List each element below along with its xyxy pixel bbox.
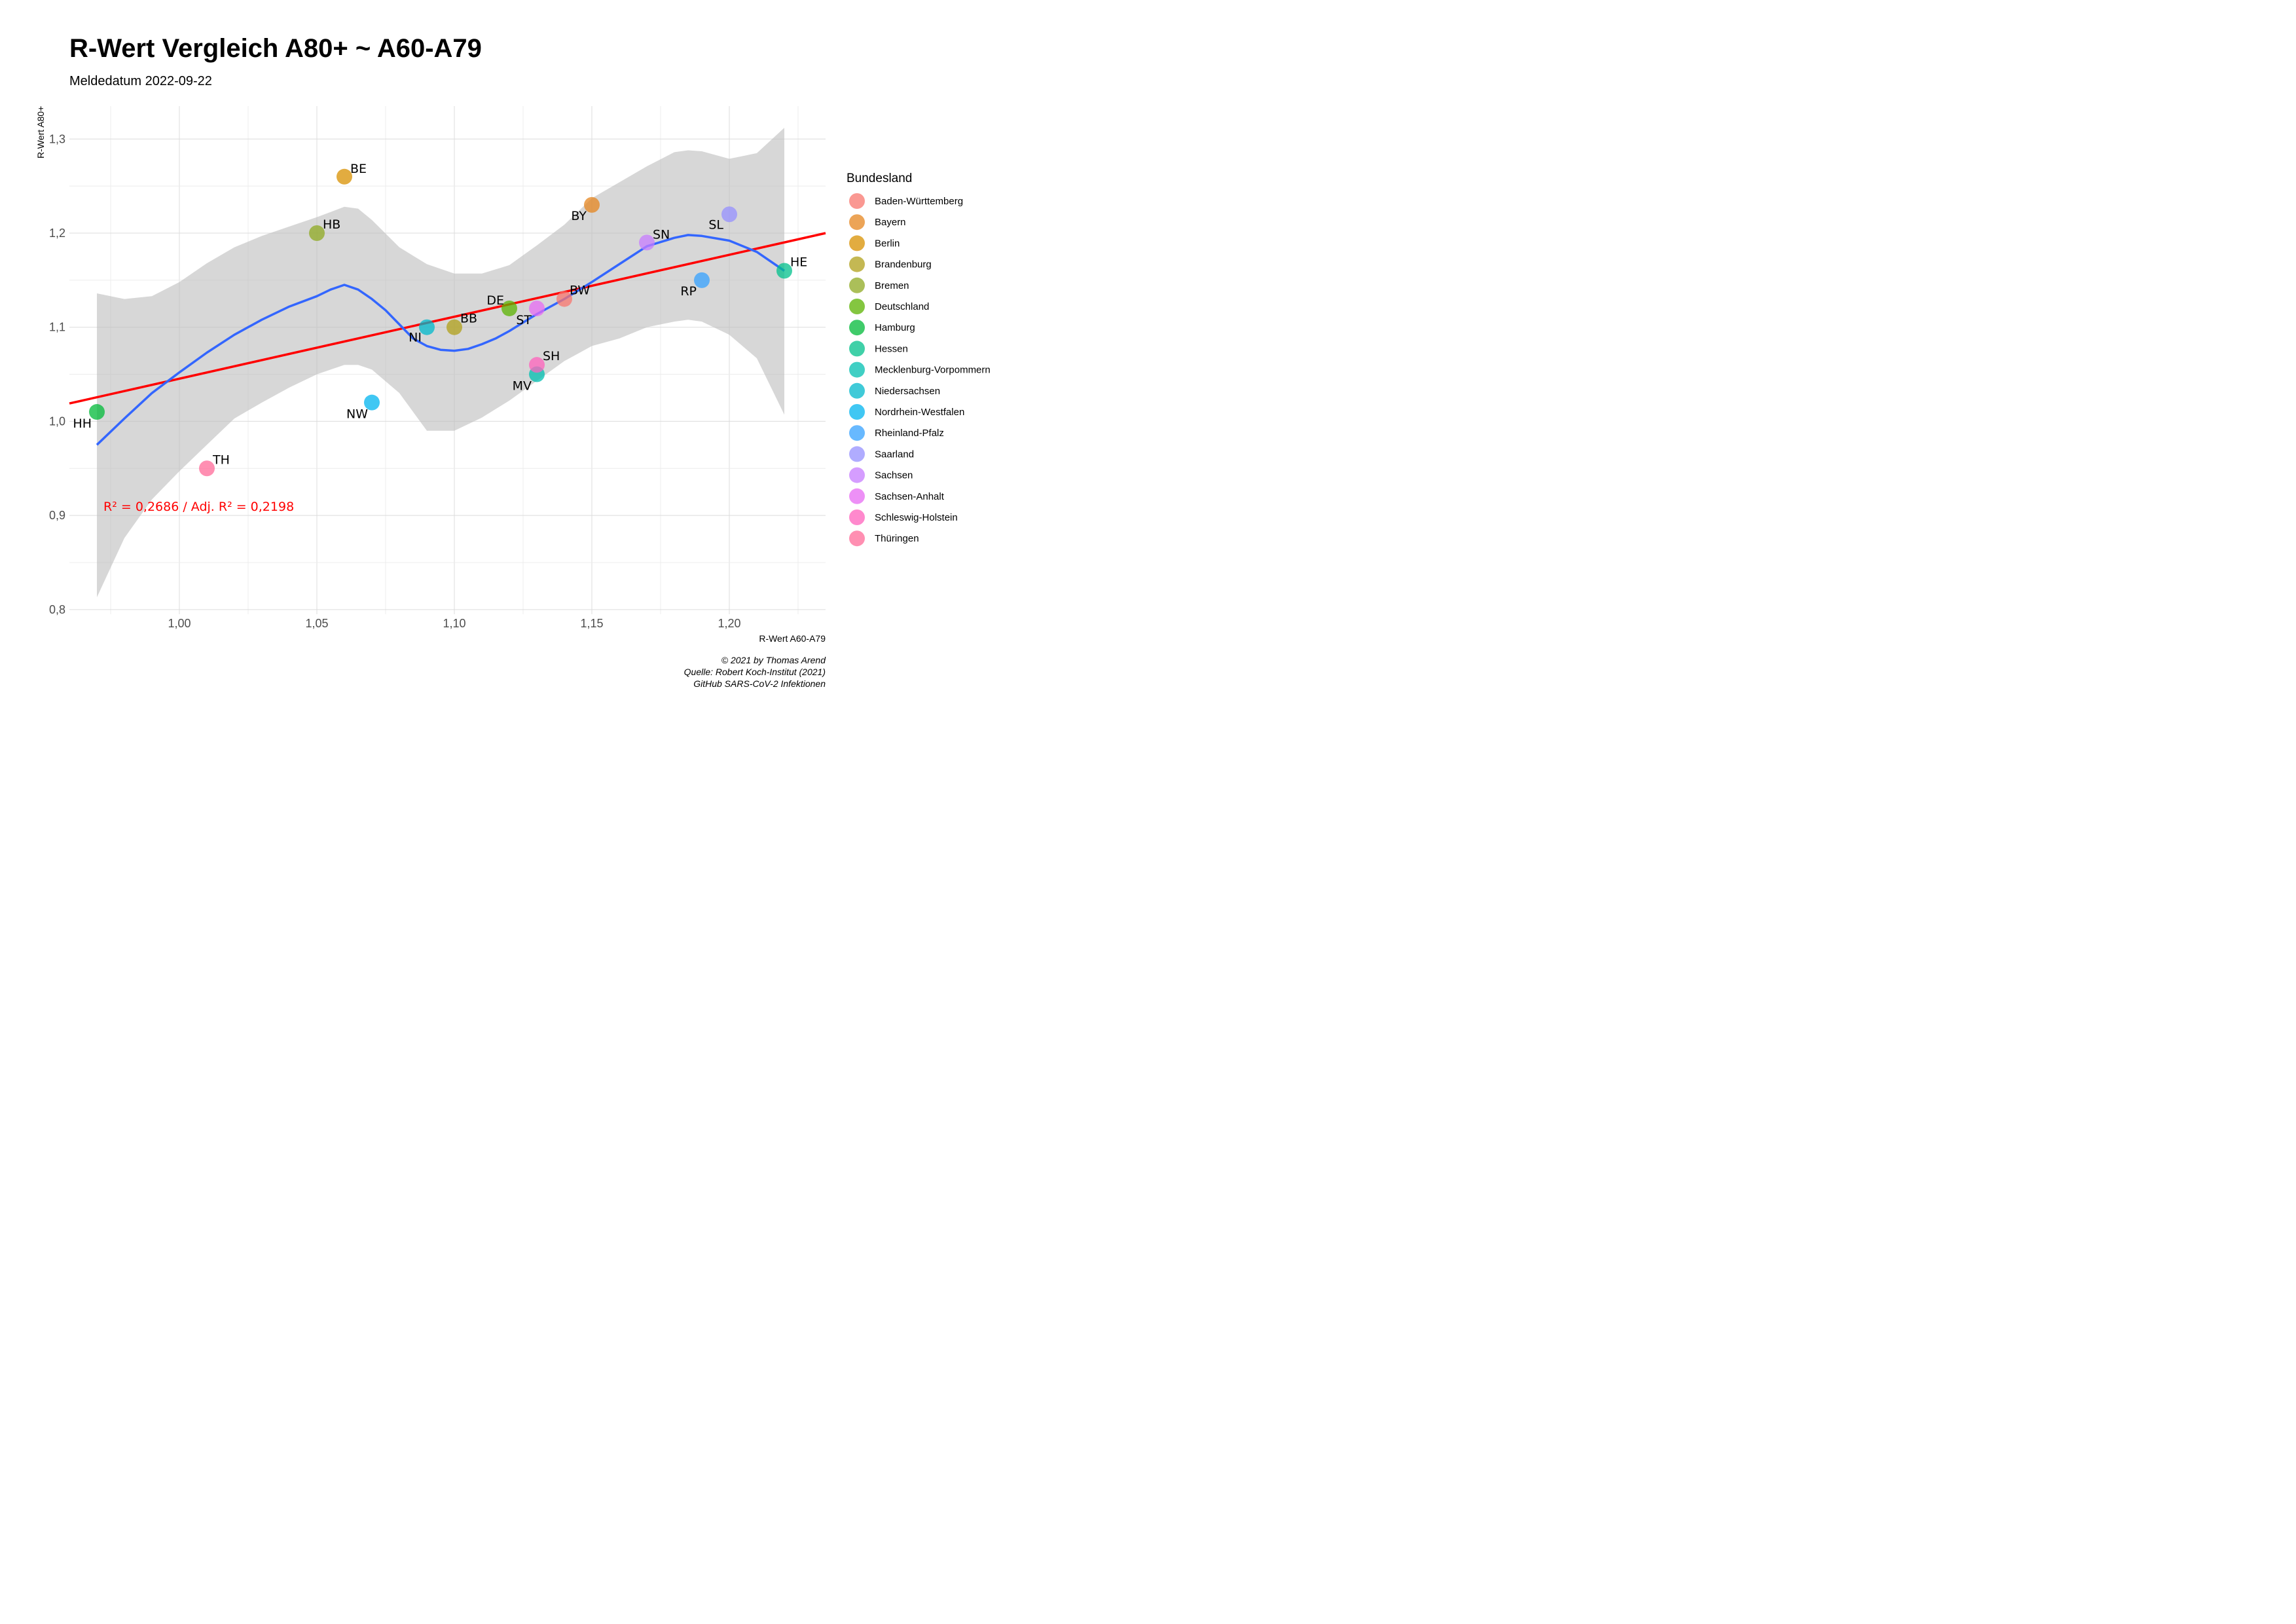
data-point-he bbox=[776, 263, 792, 279]
legend-key-rp bbox=[849, 425, 865, 441]
data-point-be bbox=[337, 168, 352, 185]
data-point-th bbox=[199, 460, 215, 477]
legend-key-mv bbox=[849, 361, 865, 378]
y-tick-label: 1,1 bbox=[49, 321, 65, 334]
legend-key-sn bbox=[849, 467, 865, 483]
chart-subtitle: Meldedatum 2022-09-22 bbox=[69, 74, 212, 88]
point-label-by: BY bbox=[571, 209, 587, 223]
legend-key-by bbox=[849, 214, 865, 231]
legend-key-be bbox=[849, 235, 865, 251]
legend-key-bb bbox=[849, 256, 865, 272]
x-axis-title: R-Wert A60-A79 bbox=[759, 633, 826, 644]
legend-key-he bbox=[849, 341, 865, 357]
point-label-be: BE bbox=[350, 162, 367, 176]
data-point-sl bbox=[721, 206, 737, 223]
data-point-by bbox=[584, 196, 600, 213]
legend-label-bb: Brandenburg bbox=[875, 259, 932, 270]
data-point-rp bbox=[694, 272, 710, 288]
point-label-bw: BW bbox=[570, 284, 590, 298]
point-label-hh: HH bbox=[73, 416, 92, 431]
point-label-sl: SL bbox=[708, 217, 723, 232]
y-tick-label: 1,2 bbox=[49, 227, 65, 240]
legend-key-ni bbox=[849, 382, 865, 399]
legend-label-nw: Nordrhein-Westfalen bbox=[875, 407, 964, 418]
point-label-ni: NI bbox=[409, 331, 422, 345]
caption-copyright: © 2021 by Thomas Arend bbox=[721, 655, 826, 665]
legend-label-he: Hessen bbox=[875, 343, 908, 354]
point-label-de: DE bbox=[486, 293, 504, 308]
legend-label-sl: Saarland bbox=[875, 449, 914, 460]
y-tick-label: 0,9 bbox=[49, 509, 65, 522]
legend-title: Bundesland bbox=[847, 172, 912, 185]
y-tick-label: 0,8 bbox=[49, 603, 65, 616]
data-points-layer bbox=[89, 168, 792, 477]
chart-title: R-Wert Vergleich A80+ ~ A60-A79 bbox=[69, 34, 482, 63]
point-label-th: TH bbox=[212, 452, 230, 467]
legend-label-mv: Mecklenburg-Vorpommern bbox=[875, 365, 991, 376]
confidence-band bbox=[97, 128, 784, 598]
trend-lines-layer bbox=[69, 232, 826, 446]
point-label-sh: SH bbox=[543, 349, 560, 363]
legend-label-by: Bayern bbox=[875, 217, 906, 228]
caption-github: GitHub SARS-CoV-2 Infektionen bbox=[693, 678, 826, 689]
point-label-mv: MV bbox=[513, 379, 532, 394]
r-squared-annotation: R² = 0,2686 / Adj. R² = 0,2198 bbox=[103, 500, 294, 514]
point-label-nw: NW bbox=[346, 407, 368, 422]
regression-line bbox=[69, 232, 826, 405]
data-point-ni bbox=[419, 319, 435, 335]
x-tick-label: 1,10 bbox=[443, 617, 465, 630]
legend-key-nw bbox=[849, 404, 865, 420]
legend-key-th bbox=[849, 530, 865, 547]
legend-label-ni: Niedersachsen bbox=[875, 386, 940, 397]
confidence-band-layer bbox=[97, 128, 784, 598]
point-label-sn: SN bbox=[653, 227, 670, 242]
legend-label-be: Berlin bbox=[875, 238, 900, 249]
x-tick-label: 1,20 bbox=[718, 617, 740, 630]
legend-key-hb bbox=[849, 277, 865, 293]
legend-label-hh: Hamburg bbox=[875, 322, 915, 333]
data-point-sn bbox=[639, 234, 655, 251]
axis-ticks-layer: 1,00 1,05 1,10 1,15 1,20 0,8 0,9 1,0 1,1 1,2 1,3 bbox=[49, 132, 741, 630]
legend-key-bw bbox=[849, 193, 865, 209]
legend-key-sh bbox=[849, 509, 865, 525]
legend: Bundesland Baden-Württemberg Bayern Berlin… bbox=[847, 172, 991, 547]
legend-label-hb: Bremen bbox=[875, 280, 909, 291]
legend-key-st bbox=[849, 488, 865, 504]
data-point-de bbox=[501, 300, 517, 316]
point-label-he: HE bbox=[790, 255, 807, 269]
x-tick-label: 1,05 bbox=[305, 617, 328, 630]
chart: R-Wert Vergleich A80+ ~ A60-A79 Meldedat… bbox=[35, 34, 991, 689]
legend-label-sn: Sachsen bbox=[875, 470, 913, 481]
data-point-hb bbox=[309, 225, 325, 241]
data-point-nw bbox=[364, 394, 380, 411]
legend-label-sh: Schleswig-Holstein bbox=[875, 512, 958, 523]
y-tick-label: 1,3 bbox=[49, 132, 65, 145]
legend-label-th: Thüringen bbox=[875, 533, 919, 544]
point-label-bb: BB bbox=[460, 312, 477, 326]
point-labels-layer: BW BY BE BB HB DE HH HE MV NI NW RP SL SN ST SH TH bbox=[73, 162, 807, 467]
data-point-st bbox=[529, 300, 545, 316]
data-point-sh bbox=[529, 357, 545, 373]
legend-key-de bbox=[849, 299, 865, 314]
legend-label-de: Deutschland bbox=[875, 301, 929, 312]
point-label-st: ST bbox=[516, 313, 532, 327]
point-label-rp: RP bbox=[680, 284, 697, 299]
legend-key-hh bbox=[849, 320, 865, 336]
y-tick-label: 1,0 bbox=[49, 415, 65, 428]
data-point-bw bbox=[556, 291, 572, 307]
point-label-hb: HB bbox=[323, 217, 340, 232]
y-axis-title: R-Wert A80+ bbox=[35, 106, 46, 158]
x-tick-label: 1,15 bbox=[580, 617, 603, 630]
data-point-hh bbox=[89, 404, 105, 420]
x-tick-label: 1,00 bbox=[168, 617, 191, 630]
legend-label-rp: Rheinland-Pfalz bbox=[875, 428, 944, 439]
legend-label-st: Sachsen-Anhalt bbox=[875, 491, 945, 502]
legend-label-bw: Baden-Württemberg bbox=[875, 196, 963, 207]
data-point-bb bbox=[446, 319, 462, 335]
legend-key-sl bbox=[849, 446, 865, 462]
caption-source: Quelle: Robert Koch-Institut (2021) bbox=[684, 667, 826, 677]
loess-curve bbox=[96, 234, 785, 446]
